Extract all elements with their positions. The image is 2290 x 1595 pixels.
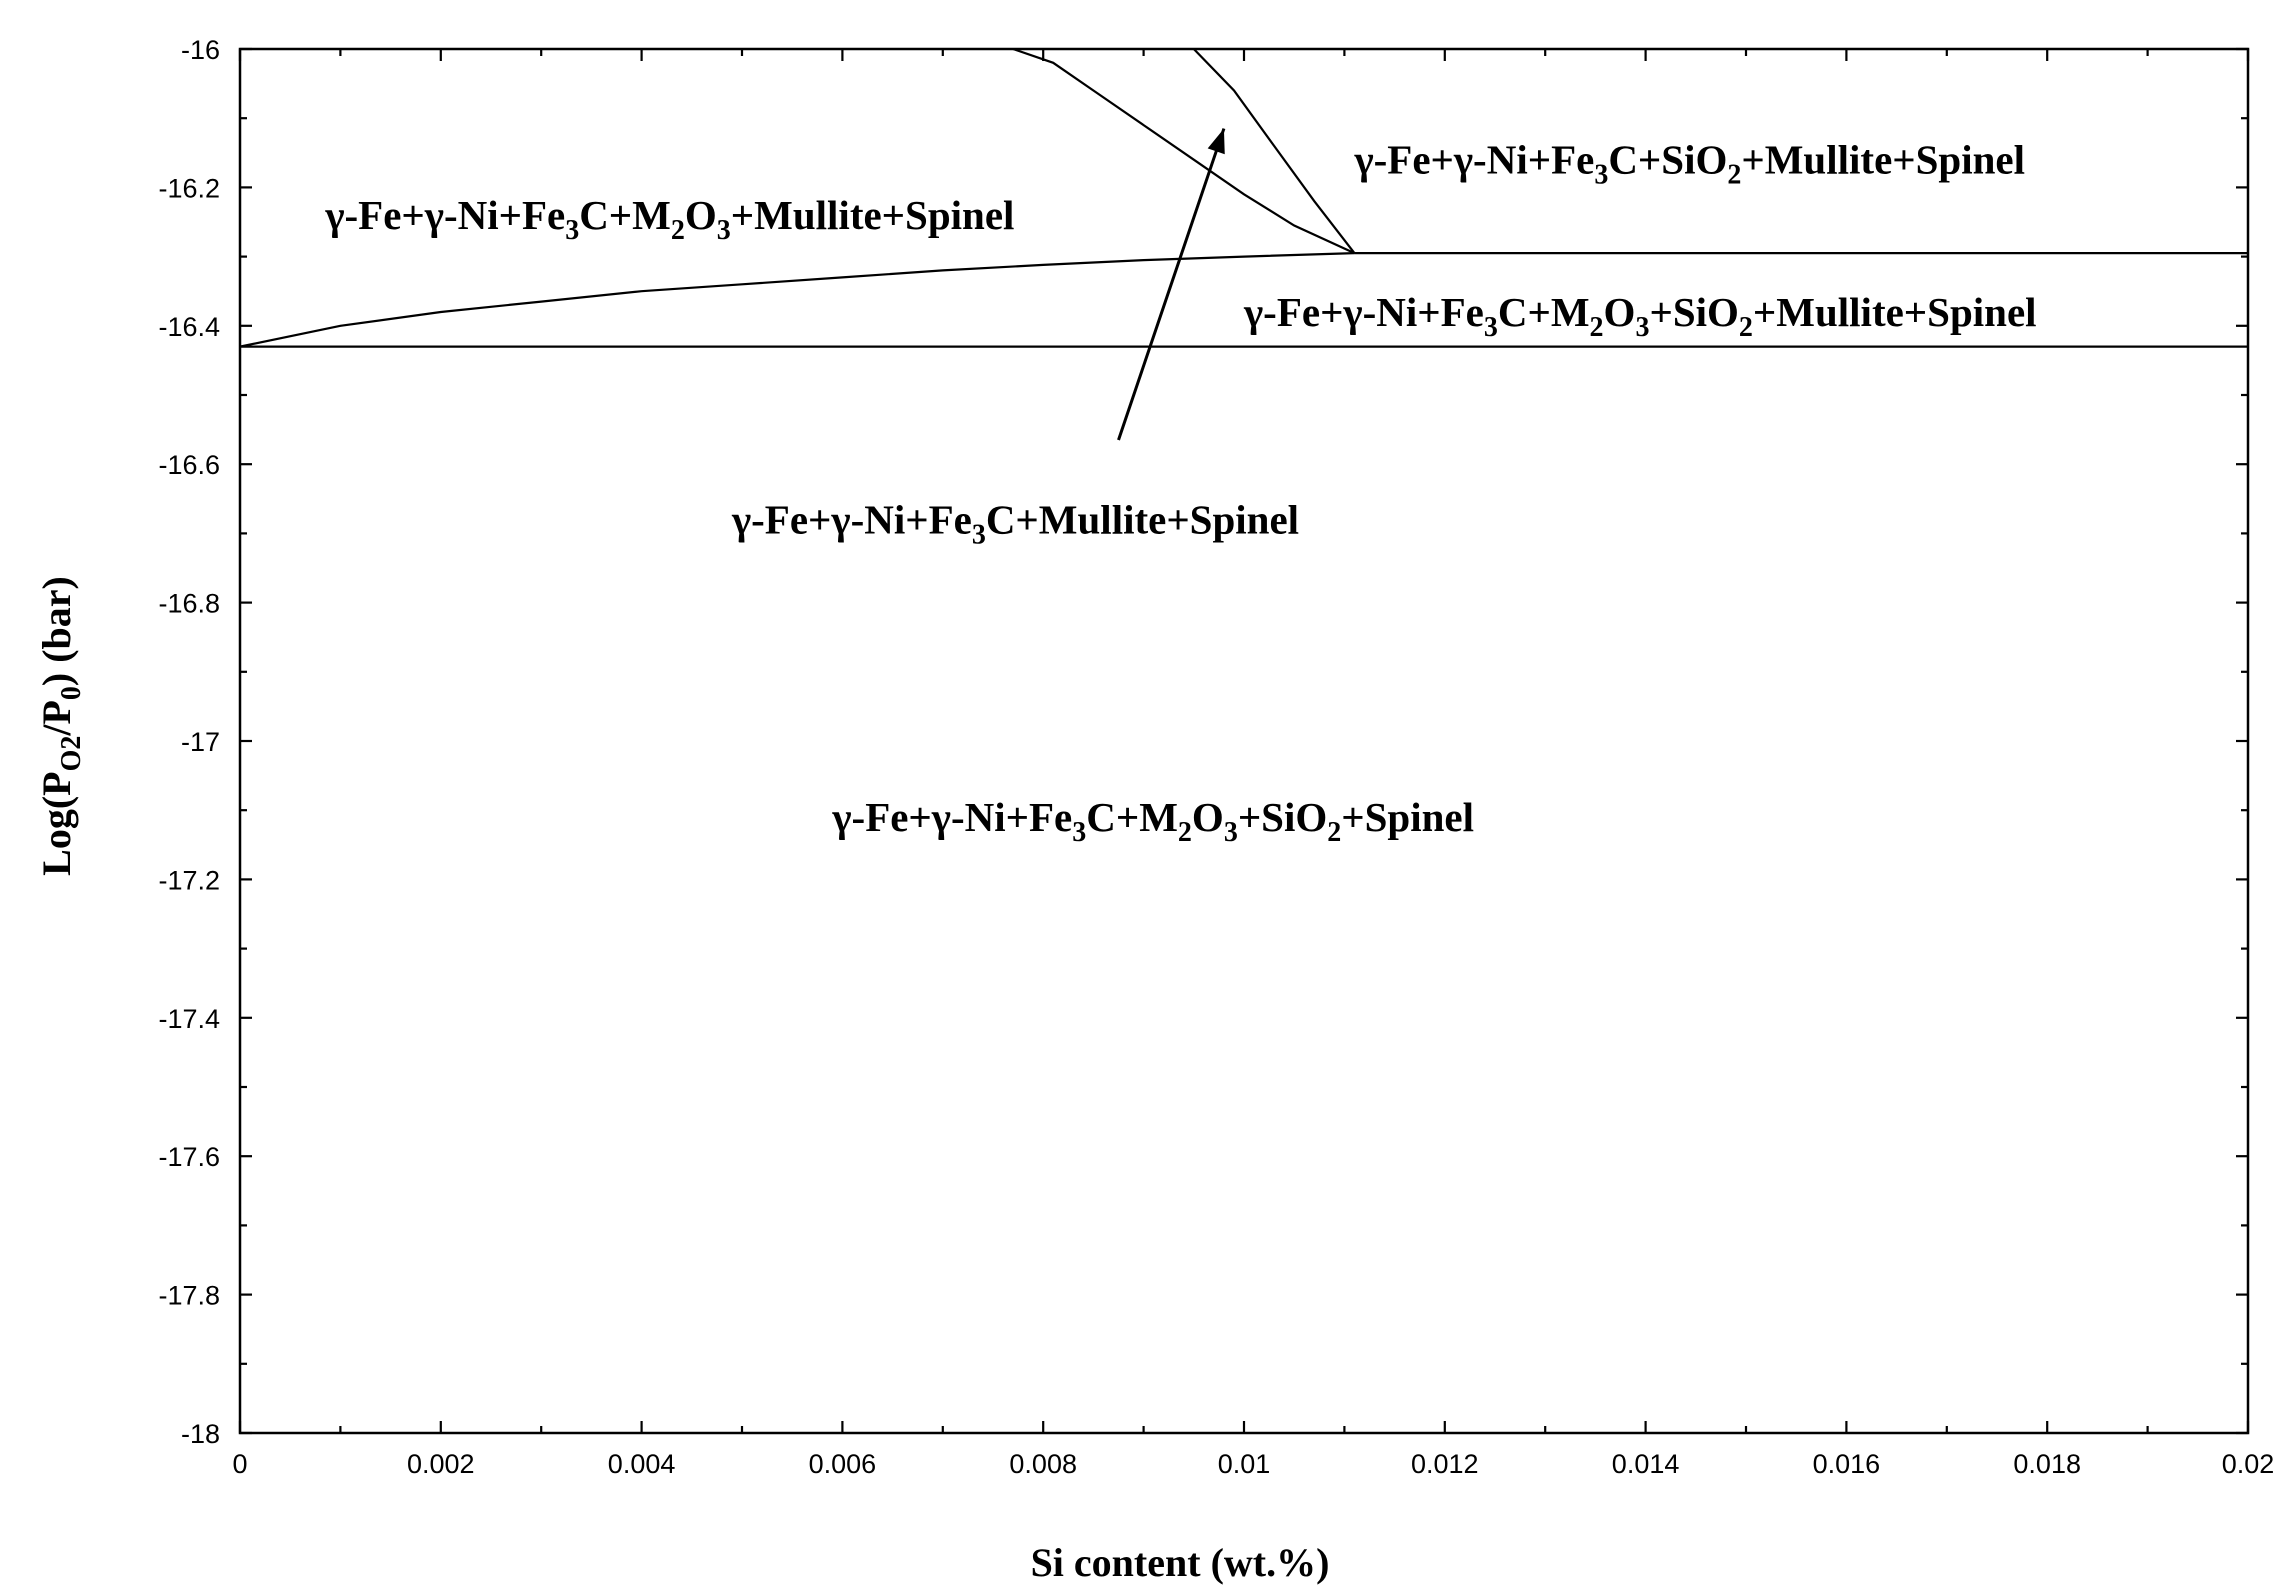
label-part: γ-Fe+γ-Ni+Fe <box>1353 137 1594 183</box>
y-tick-label: -18 <box>181 1419 220 1449</box>
subscript: 2 <box>1327 817 1341 848</box>
subscript: 3 <box>1072 817 1086 848</box>
subscript: 3 <box>1484 312 1498 343</box>
label-part: γ-Fe+γ-Ni+Fe <box>831 794 1072 840</box>
phase-boundary-4 <box>1012 47 1355 255</box>
y-axis-title-sub: O2 <box>56 736 87 772</box>
subscript: 3 <box>1224 817 1238 848</box>
label-part: γ-Fe+γ-Ni+Fe <box>731 496 972 542</box>
subscript: 3 <box>1594 160 1608 191</box>
subscript: 2 <box>671 215 685 246</box>
phase-boundary-5 <box>1193 48 1356 254</box>
x-tick-label: 0.006 <box>809 1449 877 1479</box>
region-labels: γ-Fe+γ-Ni+Fe3C+SiO2+Mullite+Spinelγ-Fe+γ… <box>324 137 2036 848</box>
label-part: +Mullite+Spinel <box>731 192 1015 238</box>
y-tick-label: -17.8 <box>158 1281 220 1311</box>
label-part: +SiO <box>1238 794 1327 840</box>
label-part: +Mullite+Spinel <box>1741 137 2025 183</box>
x-tick-label: 0.01 <box>1218 1449 1271 1479</box>
x-tick-label: 0.002 <box>407 1449 475 1479</box>
phase-boundaries <box>239 47 2248 348</box>
label-part: +Spinel <box>1341 794 1474 840</box>
y-tick-label: -16.4 <box>158 312 220 342</box>
label-part: γ-Fe+γ-Ni+Fe <box>324 192 565 238</box>
y-tick-label: -17.2 <box>158 865 220 895</box>
x-tick-label: 0.012 <box>1411 1449 1479 1479</box>
x-axis-title: Si content (wt.%) <box>1031 1540 1330 1585</box>
subscript: 3 <box>972 519 986 550</box>
subscript: 2 <box>1590 312 1604 343</box>
label-part: C+M <box>579 192 671 238</box>
subscript: 3 <box>1635 312 1649 343</box>
region-label-3: γ-Fe+γ-Ni+Fe3C+M2O3+SiO2+Mullite+Spinel <box>1243 289 2037 343</box>
label-part: C+M <box>1086 794 1178 840</box>
label-part: O <box>1192 794 1224 840</box>
label-part: +SiO <box>1649 289 1738 335</box>
y-axis-title: Log(PO2/P0) (bar) <box>34 576 87 876</box>
x-tick-label: 0.018 <box>2013 1449 2081 1479</box>
arrow-shaft <box>1117 128 1226 441</box>
y-tick-label: -16.2 <box>158 173 220 203</box>
x-tick-label: 0 <box>232 1449 247 1479</box>
y-tick-label: -16 <box>181 35 220 65</box>
arrow <box>1117 128 1226 441</box>
subscript: 3 <box>565 215 579 246</box>
arrow-head <box>1207 128 1225 155</box>
label-part: O <box>685 192 717 238</box>
label-part: C+Mullite+Spinel <box>986 496 1299 542</box>
tick-labels: 0 0.002 0.004 0.006 0.008 0.01 0.012 0.014 0.016… <box>158 35 2274 1479</box>
subscript: 2 <box>1178 817 1192 848</box>
subscript: 3 <box>717 215 731 246</box>
x-tick-label: 0.016 <box>1813 1449 1881 1479</box>
y-tick-label: -17.4 <box>158 1004 220 1034</box>
y-tick-label: -16.6 <box>158 450 220 480</box>
x-tick-label: 0.004 <box>608 1449 676 1479</box>
label-part: C+SiO <box>1608 137 1727 183</box>
y-tick-label: -16.8 <box>158 589 220 619</box>
label-part: C+M <box>1498 289 1590 335</box>
x-tick-label: 0.008 <box>1009 1449 1077 1479</box>
region-label-2: γ-Fe+γ-Ni+Fe3C+M2O3+Mullite+Spinel <box>324 192 1014 246</box>
region-label-5: γ-Fe+γ-Ni+Fe3C+M2O3+SiO2+Spinel <box>831 794 1474 848</box>
label-part: +Mullite+Spinel <box>1753 289 2037 335</box>
label-part: O <box>1604 289 1636 335</box>
y-tick-label: -17 <box>181 727 220 757</box>
x-tick-label: 0.02 <box>2222 1449 2275 1479</box>
phase-boundary-1 <box>239 252 1355 348</box>
x-tick-label: 0.014 <box>1612 1449 1680 1479</box>
subscript: 2 <box>1739 312 1753 343</box>
subscript: 2 <box>1727 160 1741 191</box>
plot-frame <box>238 47 2250 1435</box>
region-label-1: γ-Fe+γ-Ni+Fe3C+SiO2+Mullite+Spinel <box>1353 137 2025 191</box>
label-part: γ-Fe+γ-Ni+Fe <box>1243 289 1484 335</box>
region-label-4: γ-Fe+γ-Ni+Fe3C+Mullite+Spinel <box>731 496 1299 550</box>
y-tick-label: -17.6 <box>158 1142 220 1172</box>
